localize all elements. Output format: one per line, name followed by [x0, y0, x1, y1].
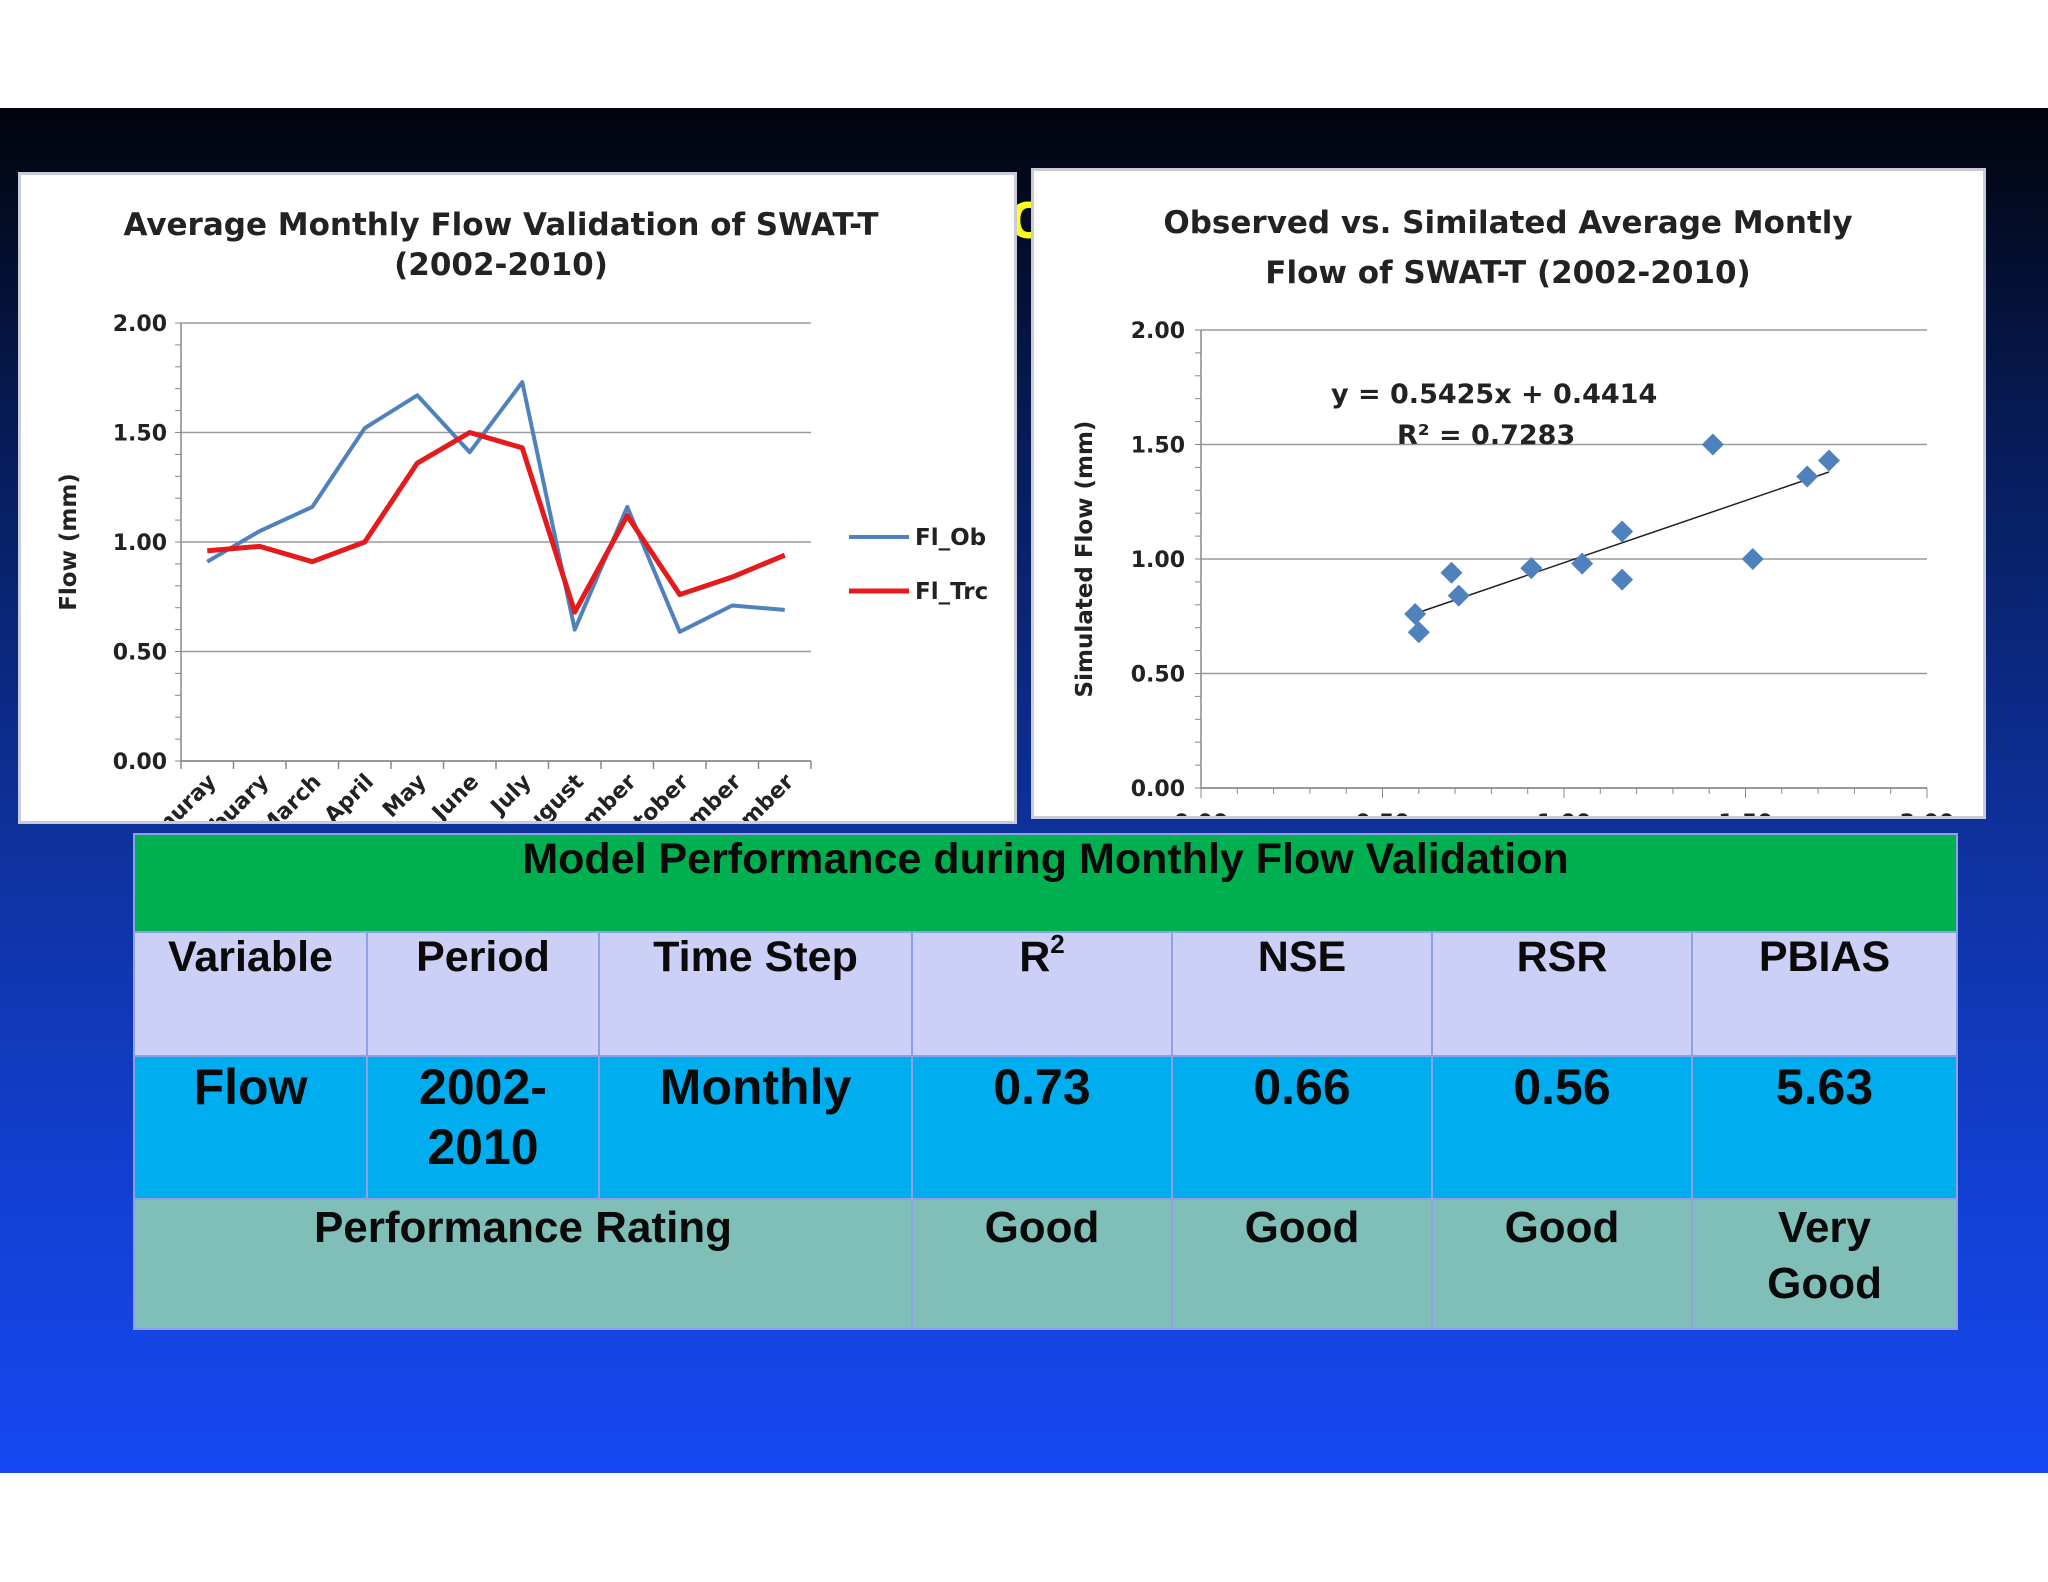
chart-title-line: Average Monthly Flow Validation of SWAT-… — [123, 207, 878, 243]
x-tick-label: May — [378, 770, 431, 821]
cell-rsr: 0.56 — [1431, 1055, 1693, 1200]
header-pbias: PBIAS — [1690, 931, 1959, 1058]
series-line-Fl_Trc — [207, 430, 786, 615]
x-tick-label: 1.00 — [1537, 811, 1591, 816]
data-point — [1440, 561, 1463, 584]
data-point — [1520, 557, 1543, 580]
data-point — [1407, 621, 1430, 644]
rating-pbias: Very Good — [1690, 1197, 1959, 1331]
rating-pbias-line2: Good — [1767, 1258, 1882, 1308]
x-tick-label: 0.00 — [1174, 811, 1228, 816]
rating-pbias-line1: Very — [1778, 1202, 1872, 1252]
data-point — [1701, 433, 1724, 456]
header-time-step: Time Step — [598, 931, 913, 1058]
y-tick-label: 0.00 — [1131, 777, 1185, 802]
header-variable: Variable — [133, 931, 368, 1058]
data-point — [1741, 548, 1764, 570]
cell-period-line2: 2010 — [427, 1119, 539, 1176]
r-squared-label: R² = 0.7283 — [1397, 420, 1575, 451]
rating-row: Performance Rating Good Good Good Very Go… — [133, 1197, 1959, 1331]
chart-title-line: (2002-2010) — [394, 247, 608, 283]
scatter-chart-panel: Observed vs. Similated Average Montly Flo… — [1031, 168, 1986, 819]
y-tick-label: 1.50 — [113, 422, 167, 447]
table-row: Flow 2002- 2010 Monthly 0.73 0.66 0.56 5.… — [133, 1055, 1959, 1200]
y-tick-label: 1.00 — [113, 531, 167, 556]
data-point — [1571, 552, 1594, 575]
legend-label: Fl_Ob — [915, 525, 986, 551]
y-tick-label: 0.50 — [113, 641, 167, 666]
header-r2: R2 — [911, 929, 1173, 1058]
data-point — [1796, 465, 1819, 488]
y-tick-label: 2.00 — [1131, 319, 1185, 344]
chart-title-line: Observed vs. Similated Average Montly — [1163, 205, 1852, 241]
x-tick-label: 2.00 — [1900, 811, 1954, 816]
rating-rsr: Good — [1431, 1197, 1693, 1331]
table-title: Model Performance during Monthly Flow Va… — [132, 832, 1959, 934]
cell-pbias: 5.63 — [1690, 1055, 1959, 1200]
y-tick-label: 2.00 — [113, 312, 167, 337]
y-tick-label: 1.50 — [1131, 434, 1185, 459]
cell-period: 2002- 2010 — [366, 1055, 600, 1200]
rating-r2: Good — [911, 1197, 1173, 1331]
cell-variable: Flow — [133, 1055, 368, 1200]
header-rsr: RSR — [1431, 931, 1693, 1058]
data-point — [1447, 584, 1470, 607]
performance-table: Model Performance during Monthly Flow Va… — [132, 832, 1959, 1331]
cell-r2: 0.73 — [911, 1055, 1173, 1200]
cell-time-step: Monthly — [598, 1055, 913, 1200]
y-tick-label: 1.00 — [1131, 548, 1185, 573]
line-chart: Average Monthly Flow Validation of SWAT-… — [56, 207, 988, 821]
y-axis-label: Simulated Flow (mm) — [1072, 421, 1098, 698]
series-line-Fl_Ob — [206, 380, 785, 634]
header-r2-sup: 2 — [1050, 929, 1065, 960]
table-header-row: Variable Period Time Step R2 NSE RSR PBI… — [133, 929, 1959, 1058]
cell-period-line1: 2002- — [419, 1059, 547, 1116]
y-axis-label: Flow (mm) — [56, 473, 82, 611]
data-point — [1404, 602, 1427, 625]
x-tick-label: April — [320, 770, 379, 821]
x-tick-label: June — [426, 770, 484, 821]
data-point — [1611, 568, 1634, 591]
chart-title-line: Flow of SWAT-T (2002-2010) — [1265, 255, 1750, 291]
y-tick-label: 0.00 — [113, 750, 167, 775]
header-r2-label: R — [1019, 933, 1051, 982]
table-title-row: Model Performance during Monthly Flow Va… — [132, 832, 1959, 934]
scatter-chart: Observed vs. Similated Average Montly Flo… — [1072, 205, 1954, 816]
x-tick-label: Januray — [136, 770, 221, 821]
trendline-equation: y = 0.5425x + 0.4414 — [1331, 379, 1657, 410]
y-tick-label: 0.50 — [1131, 663, 1185, 688]
header-period: Period — [366, 931, 600, 1058]
cell-nse: 0.66 — [1171, 1055, 1433, 1200]
legend-label: Fl_Trc — [915, 579, 988, 605]
data-point — [1611, 520, 1634, 543]
x-tick-label: 1.50 — [1718, 811, 1772, 816]
header-nse: NSE — [1171, 931, 1433, 1058]
trendline — [1414, 471, 1830, 615]
line-chart-panel: Average Monthly Flow Validation of SWAT-… — [18, 172, 1017, 824]
x-tick-label: 0.50 — [1355, 811, 1409, 816]
rating-nse: Good — [1171, 1197, 1433, 1331]
data-point — [1817, 449, 1840, 472]
rating-label: Performance Rating — [133, 1197, 913, 1331]
